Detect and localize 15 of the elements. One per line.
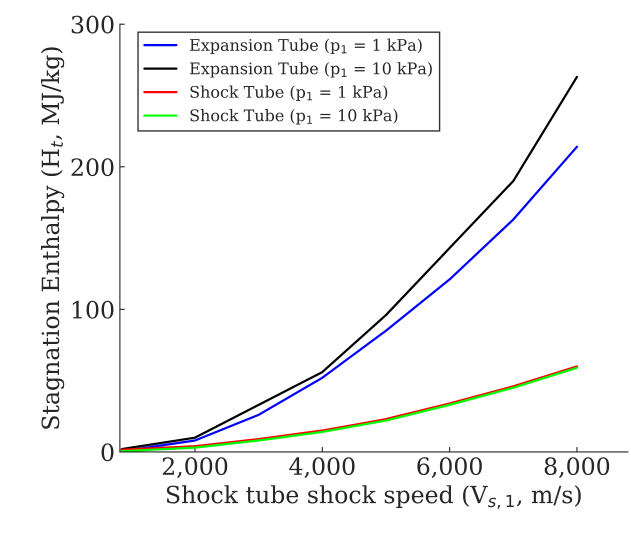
legend-label: Expansion Tube (p$_{1}$ = 10 kPa) — [190, 62, 432, 78]
legend-label: Shock Tube (p$_{1}$ = 10 kPa) — [190, 109, 398, 124]
x-tick-label: 2,000 — [162, 457, 228, 478]
line-series — [120, 76, 578, 450]
x-tick-label: 8,000 — [544, 457, 610, 478]
y-tick-label: 200 — [72, 158, 114, 176]
y-tick-label: 0 — [102, 443, 114, 462]
legend-label: Expansion Tube (p$_{1}$ = 1 kPa) — [190, 38, 422, 54]
y-axis-title: Stagnation Enthalpy (H$_{t}$, MJ/kg) — [41, 47, 64, 429]
legend-label: Shock Tube (p$_{1}$ = 1 kPa) — [190, 86, 388, 101]
x-tick-label: 4,000 — [289, 457, 355, 478]
y-tick-label: 300 — [72, 16, 114, 34]
x-axis-title: Shock tube shock speed (V$_{s,1}$, m/s) — [166, 485, 581, 509]
x-tick-label: 6,000 — [417, 457, 482, 478]
y-tick-label: 100 — [72, 300, 114, 319]
